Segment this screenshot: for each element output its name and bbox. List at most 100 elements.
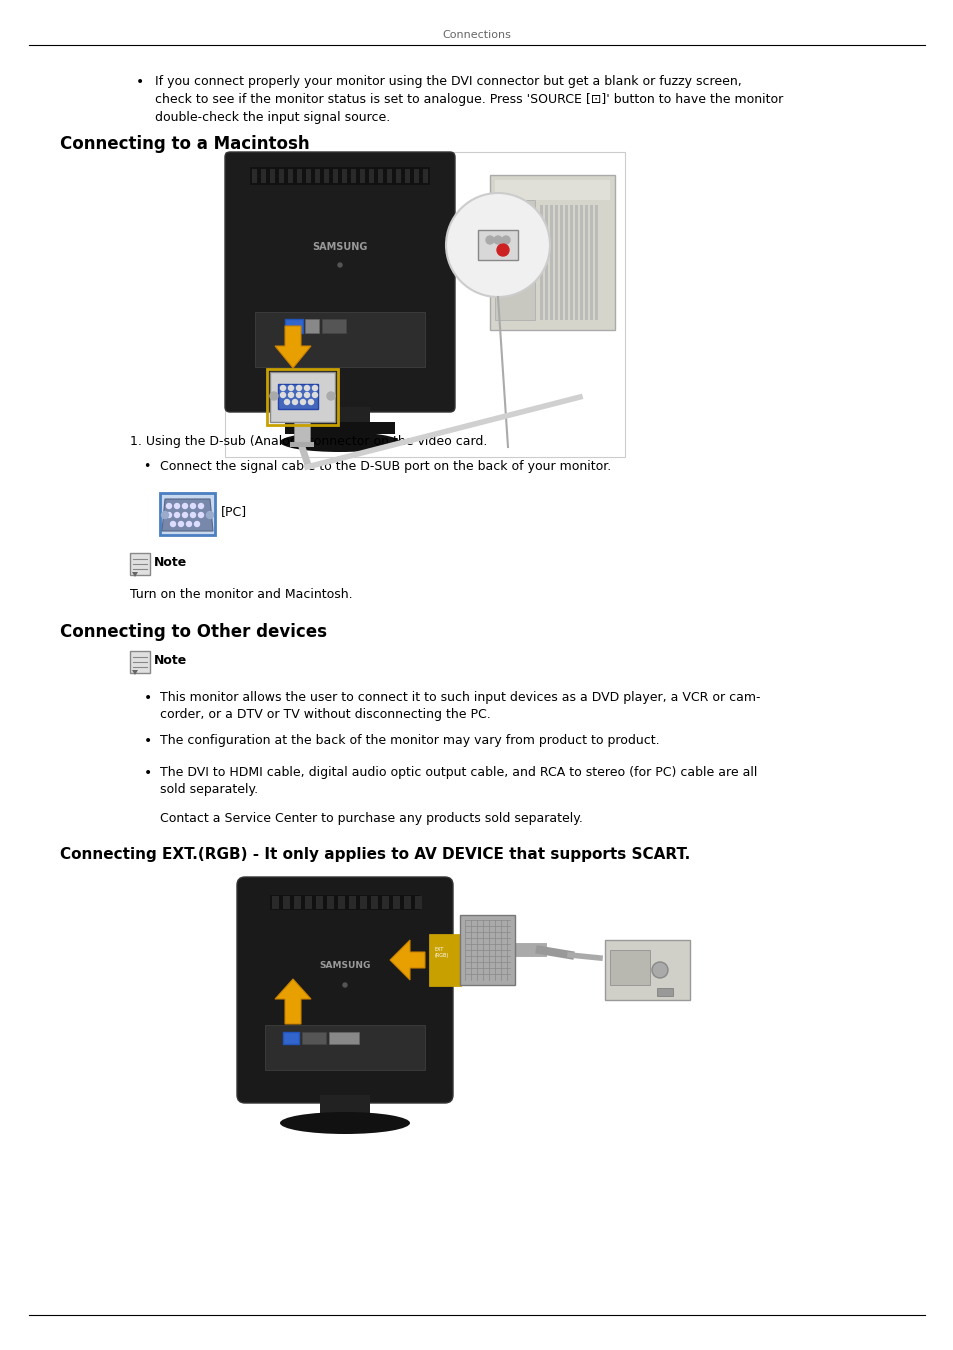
Circle shape [194, 521, 199, 526]
Bar [349, 896, 355, 909]
Text: Note: Note [153, 653, 187, 667]
Circle shape [182, 513, 188, 517]
Bar [430, 936, 459, 986]
Text: •: • [143, 460, 151, 472]
Text: Connecting to Other devices: Connecting to Other devices [60, 622, 327, 641]
Circle shape [296, 386, 301, 390]
Circle shape [186, 521, 192, 526]
Circle shape [494, 236, 501, 244]
Circle shape [288, 393, 294, 397]
Bar [351, 169, 355, 184]
Bar [381, 896, 389, 909]
Bar [267, 369, 337, 425]
Bar [285, 423, 395, 433]
Bar [405, 169, 410, 184]
Circle shape [293, 400, 297, 405]
Bar [359, 896, 367, 909]
Bar [324, 169, 329, 184]
Bar [254, 312, 424, 367]
Bar [310, 406, 370, 423]
Circle shape [313, 393, 317, 397]
Text: Connections: Connections [442, 30, 511, 40]
Bar [371, 896, 377, 909]
Text: SAMSUNG: SAMSUNG [312, 242, 367, 252]
Circle shape [198, 504, 203, 509]
Bar [265, 1025, 424, 1071]
Bar [322, 319, 346, 333]
Bar [564, 205, 567, 320]
Bar [272, 896, 278, 909]
Bar [277, 383, 317, 409]
Bar [329, 1031, 358, 1044]
Bar [337, 896, 345, 909]
Ellipse shape [280, 432, 399, 452]
Bar [377, 169, 382, 184]
Polygon shape [274, 979, 311, 1025]
Polygon shape [162, 500, 213, 531]
Circle shape [178, 521, 183, 526]
Bar [579, 205, 582, 320]
Bar [250, 167, 430, 185]
Circle shape [167, 513, 172, 517]
Bar [459, 915, 515, 986]
Circle shape [296, 393, 301, 397]
Circle shape [182, 504, 188, 509]
Bar [288, 169, 293, 184]
Circle shape [280, 393, 285, 397]
Ellipse shape [280, 1112, 410, 1134]
Circle shape [343, 983, 347, 987]
Circle shape [651, 963, 667, 977]
Text: If you connect properly your monitor using the DVI connector but get a blank or : If you connect properly your monitor usi… [154, 76, 741, 88]
Circle shape [304, 393, 309, 397]
Bar [604, 940, 689, 1000]
Text: SAMSUNG: SAMSUNG [319, 960, 371, 969]
Bar [490, 176, 615, 329]
Text: Contact a Service Center to purchase any products sold separately.: Contact a Service Center to purchase any… [160, 811, 582, 825]
Text: This monitor allows the user to connect it to such input devices as a DVD player: This monitor allows the user to connect … [160, 691, 760, 703]
Bar [130, 554, 150, 575]
Polygon shape [390, 940, 424, 980]
Bar [160, 493, 214, 535]
Bar [609, 950, 649, 986]
Text: double-check the input signal source.: double-check the input signal source. [154, 111, 390, 124]
Circle shape [174, 504, 179, 509]
Circle shape [206, 512, 213, 518]
Text: 1. Using the D-sub (Analog) connector on the video card.: 1. Using the D-sub (Analog) connector on… [130, 435, 487, 448]
Bar [359, 169, 365, 184]
Bar [544, 205, 547, 320]
Bar [657, 988, 672, 996]
Bar [225, 153, 624, 458]
Circle shape [485, 236, 494, 244]
Circle shape [304, 386, 309, 390]
Circle shape [300, 400, 305, 405]
Circle shape [501, 236, 510, 244]
Bar [569, 205, 573, 320]
Bar [294, 896, 301, 909]
FancyBboxPatch shape [225, 153, 455, 412]
Bar [415, 896, 421, 909]
Text: EXT
(RGB): EXT (RGB) [435, 946, 449, 957]
Bar [333, 169, 337, 184]
Circle shape [337, 263, 341, 267]
Bar [495, 180, 609, 200]
Bar [285, 319, 303, 333]
Bar [495, 200, 535, 320]
Bar [315, 896, 323, 909]
Bar [305, 896, 312, 909]
Circle shape [174, 513, 179, 517]
Circle shape [280, 386, 285, 390]
Bar [305, 319, 318, 333]
Bar [387, 169, 392, 184]
Bar [261, 169, 266, 184]
Bar [559, 205, 562, 320]
Polygon shape [274, 325, 311, 369]
Circle shape [288, 386, 294, 390]
Text: Connecting to a Macintosh: Connecting to a Macintosh [60, 135, 310, 153]
Circle shape [191, 504, 195, 509]
Bar [294, 423, 310, 441]
Bar [395, 169, 400, 184]
Circle shape [313, 386, 317, 390]
Polygon shape [132, 670, 138, 675]
Bar [130, 651, 150, 674]
Bar [278, 169, 284, 184]
